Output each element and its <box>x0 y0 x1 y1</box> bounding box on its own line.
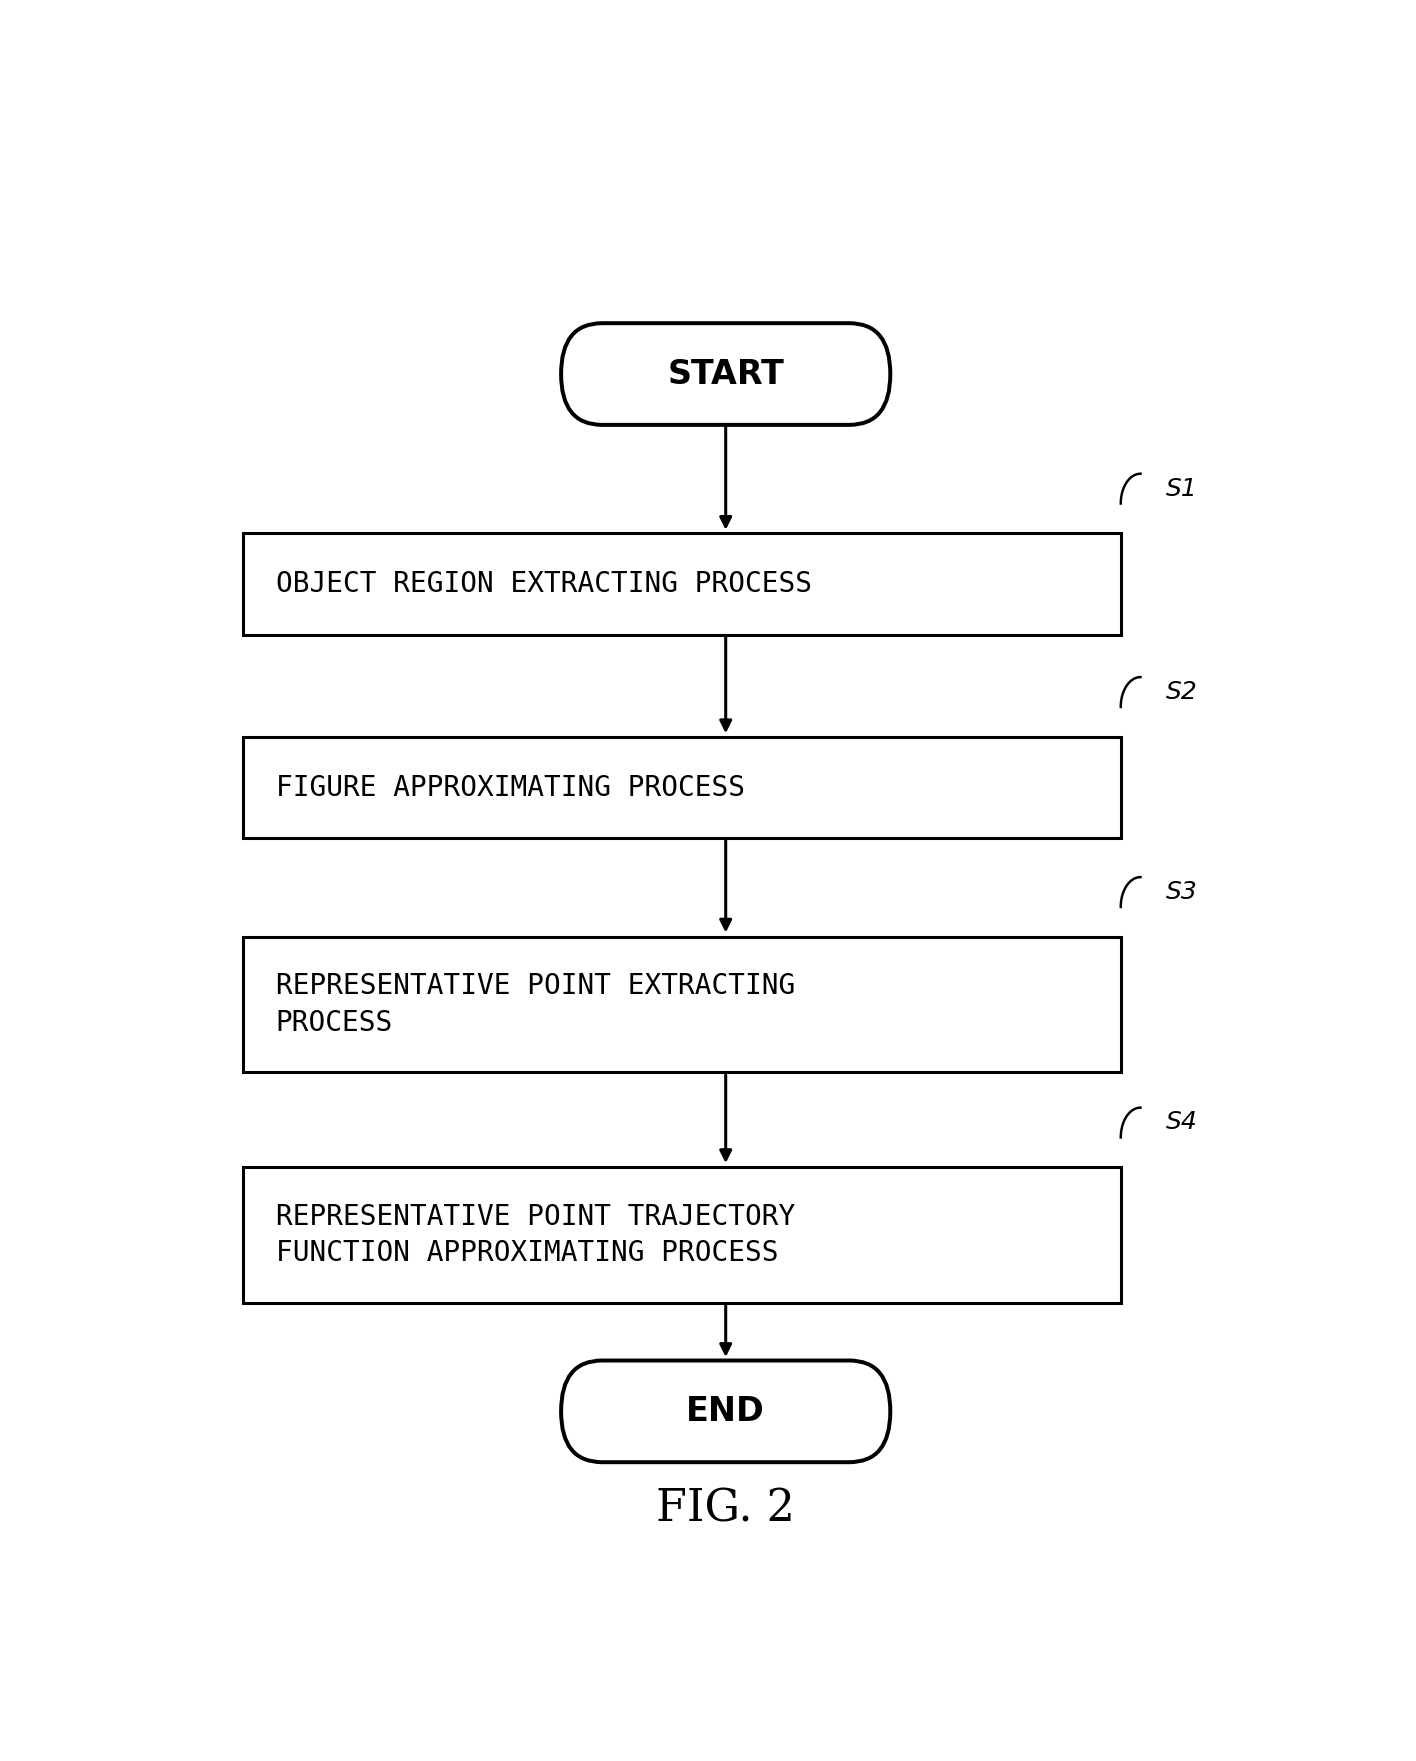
FancyBboxPatch shape <box>561 1361 891 1462</box>
Text: START: START <box>667 357 784 391</box>
Text: S2: S2 <box>1165 680 1198 704</box>
Text: OBJECT REGION EXTRACTING PROCESS: OBJECT REGION EXTRACTING PROCESS <box>276 571 811 599</box>
Bar <box>244 1168 1121 1303</box>
FancyBboxPatch shape <box>561 324 891 424</box>
Text: S3: S3 <box>1165 880 1198 903</box>
Text: END: END <box>687 1395 765 1428</box>
Text: S1: S1 <box>1165 477 1198 500</box>
Bar <box>244 736 1121 838</box>
Text: FIG. 2: FIG. 2 <box>656 1488 796 1530</box>
Text: REPRESENTATIVE POINT TRAJECTORY
FUNCTION APPROXIMATING PROCESS: REPRESENTATIVE POINT TRAJECTORY FUNCTION… <box>276 1203 794 1268</box>
Text: FIGURE APPROXIMATING PROCESS: FIGURE APPROXIMATING PROCESS <box>276 773 745 801</box>
Bar <box>244 534 1121 636</box>
Bar <box>244 937 1121 1072</box>
Text: REPRESENTATIVE POINT EXTRACTING
PROCESS: REPRESENTATIVE POINT EXTRACTING PROCESS <box>276 972 794 1037</box>
Text: S4: S4 <box>1165 1111 1198 1134</box>
